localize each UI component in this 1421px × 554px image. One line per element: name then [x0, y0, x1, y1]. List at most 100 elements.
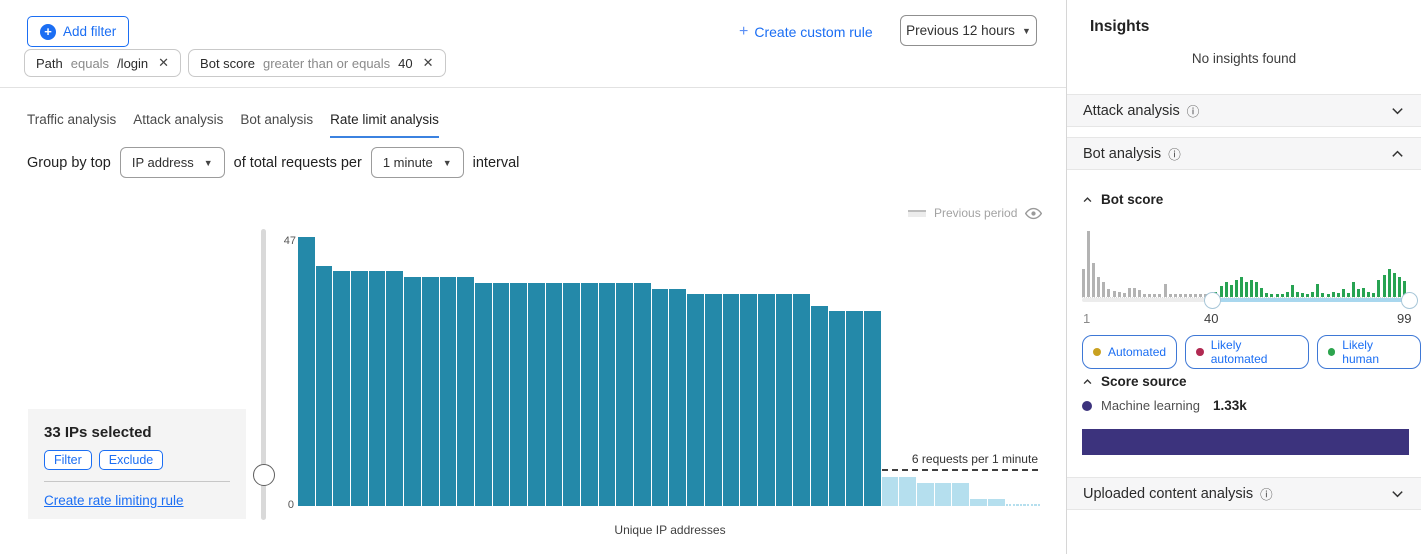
chart-bar-tail-dot [1030, 504, 1033, 506]
remove-filter-icon[interactable]: ✕ [422, 55, 434, 70]
chart-bar-selected[interactable] [457, 277, 474, 506]
remove-filter-icon[interactable]: ✕ [158, 55, 170, 70]
create-custom-rule-label: Create custom rule [754, 24, 873, 40]
insights-empty-message: No insights found [1191, 51, 1297, 66]
info-icon[interactable]: ⓘ [1186, 105, 1200, 119]
chart-bar-selected[interactable] [315, 265, 333, 506]
hist-bar-unselected [1122, 293, 1126, 297]
previous-period-swatch [908, 209, 926, 217]
add-filter-button[interactable]: + Add filter [27, 16, 130, 47]
tab-bot-analysis[interactable]: Bot analysis [240, 112, 314, 127]
bot-score-badges: Automated Likely automated Likely human [1082, 335, 1421, 369]
chart-bar-selected[interactable] [386, 271, 404, 506]
chevron-up-icon [1083, 197, 1092, 203]
badge-dot [1196, 348, 1204, 356]
hist-bar-selected [1387, 269, 1391, 297]
chart-bar-below-threshold[interactable] [970, 498, 987, 506]
chart-bar-selected[interactable] [757, 294, 775, 506]
chart-bar-selected[interactable] [828, 311, 846, 506]
threshold-slider-handle[interactable] [253, 464, 275, 486]
chart-bar-selected[interactable] [793, 294, 810, 506]
chart-bar-selected[interactable] [351, 271, 368, 506]
badge-likely-human[interactable]: Likely human [1316, 335, 1421, 369]
score-source-bar[interactable] [1082, 429, 1409, 455]
chart-bar-selected[interactable] [527, 282, 545, 506]
chart-bar-below-threshold[interactable] [987, 498, 1005, 506]
chart-bar-selected[interactable] [439, 277, 457, 506]
hist-bar-unselected [1158, 294, 1162, 297]
bot-score-slider-handle-right[interactable] [1401, 292, 1418, 309]
chart-bar-selected[interactable] [581, 282, 598, 506]
filter-chip[interactable]: Path equals/login ✕ [24, 49, 182, 77]
chart-bar-below-threshold[interactable] [899, 477, 917, 506]
chart-bar-selected[interactable] [298, 237, 315, 506]
chart-bar-selected[interactable] [740, 294, 757, 506]
info-icon[interactable]: ⓘ [1260, 488, 1273, 502]
chart-bar-selected[interactable] [421, 277, 439, 506]
chart-bar-selected[interactable] [563, 282, 580, 506]
chart-bar-selected[interactable] [722, 294, 740, 506]
threshold-line [882, 469, 1038, 471]
hist-bar-selected [1402, 281, 1406, 297]
score-source-section-toggle[interactable]: Score source [1082, 374, 1187, 389]
hist-bar-unselected [1168, 294, 1172, 297]
tab-traffic-analysis[interactable]: Traffic analysis [27, 112, 117, 127]
chart-bar-selected[interactable] [864, 311, 881, 506]
chart-bar-selected[interactable] [634, 282, 651, 506]
chart-bar-selected[interactable] [368, 271, 386, 506]
divider [44, 481, 230, 482]
hist-bar-selected [1331, 292, 1335, 297]
chart-bar-below-threshold[interactable] [934, 483, 952, 506]
chart-bar-selected[interactable] [687, 294, 704, 506]
filter-chip-text: 40 [398, 55, 413, 71]
create-rate-limiting-rule-link[interactable]: Create rate limiting rule [44, 493, 184, 508]
bot-analysis-accordion[interactable]: Bot analysis ⓘ [1067, 137, 1421, 170]
badge-automated[interactable]: Automated [1082, 335, 1178, 369]
chart-bar-selected[interactable] [510, 282, 527, 506]
tab-attack-analysis[interactable]: Attack analysis [133, 112, 224, 127]
chart-bar-selected[interactable] [616, 282, 634, 506]
group-by-select[interactable]: IP address ▼ [119, 147, 225, 178]
chart-bar-below-threshold[interactable] [917, 483, 934, 506]
chart-bar-selected[interactable] [333, 271, 351, 506]
bot-score-slider-selected-range[interactable] [1212, 298, 1409, 302]
hist-bar-unselected [1148, 294, 1152, 297]
hist-bar-selected [1372, 293, 1376, 297]
chart-bar-selected[interactable] [846, 311, 863, 506]
uploaded-content-analysis-accordion[interactable]: Uploaded content analysis ⓘ [1067, 477, 1421, 510]
exclude-button[interactable]: Exclude [98, 450, 164, 470]
chart-bar-selected[interactable] [474, 282, 492, 506]
chart-bar-selected[interactable] [775, 294, 793, 506]
time-range-dropdown[interactable]: Previous 12 hours ▼ [900, 15, 1037, 46]
analysis-tabs: Traffic analysis Attack analysis Bot analy… [27, 112, 439, 138]
interval-select[interactable]: 1 minute ▼ [370, 147, 464, 178]
chart-bar-selected[interactable] [704, 294, 722, 506]
y-tick-max: 47 [283, 235, 296, 247]
bot-score-slider-handle-left[interactable] [1204, 292, 1221, 309]
tab-rate-limit-analysis[interactable]: Rate limit analysis [330, 112, 439, 138]
threshold-slider-track[interactable] [261, 229, 266, 520]
hist-bar-selected [1260, 288, 1264, 297]
chart-bar-tail-dot [1023, 504, 1026, 506]
filter-chip[interactable]: Bot score greater than or equals 40 ✕ [188, 49, 446, 77]
hist-bar-selected [1290, 285, 1294, 297]
chart-bar-selected[interactable] [404, 277, 421, 506]
badge-likely-automated[interactable]: Likely automated [1185, 335, 1309, 369]
filter-button[interactable]: Filter [44, 450, 92, 470]
chart-bar-selected[interactable] [669, 288, 687, 506]
chart-bar-selected[interactable] [545, 282, 563, 506]
attack-analysis-accordion[interactable]: Attack analysis ⓘ [1067, 94, 1421, 127]
create-custom-rule-link[interactable]: + Create custom rule [739, 23, 873, 41]
chart-bar-selected[interactable] [492, 282, 510, 506]
bot-score-section-toggle[interactable]: Bot score [1082, 192, 1163, 207]
chart-bar-below-threshold[interactable] [952, 483, 970, 506]
eye-icon[interactable] [1025, 207, 1043, 220]
chart-bar-below-threshold[interactable] [881, 477, 899, 506]
chart-bar-selected[interactable] [651, 288, 669, 506]
chart-bar-selected[interactable] [598, 282, 616, 506]
chart-bar-selected[interactable] [810, 305, 828, 506]
chart-bar-tail-dot [1037, 504, 1041, 506]
group-by-suffix: interval [472, 154, 520, 171]
hist-bar-selected [1285, 292, 1289, 297]
info-icon[interactable]: ⓘ [1168, 148, 1181, 162]
